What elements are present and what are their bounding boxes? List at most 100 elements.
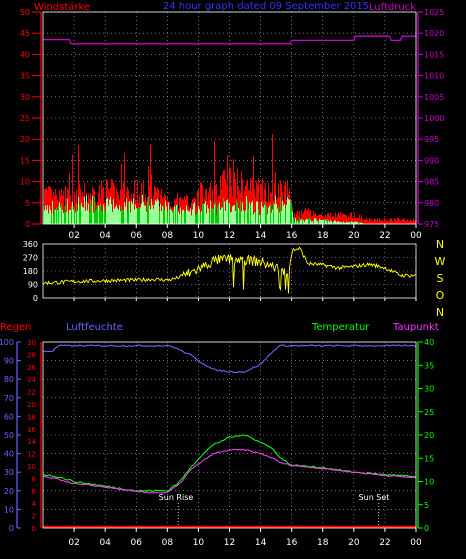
wind-direction-line <box>43 246 416 294</box>
wind-axis-title: Windstärke <box>34 2 90 13</box>
humidity-tick-label: 40 <box>4 450 14 459</box>
hour-tick-label: 00 <box>410 231 422 241</box>
humidity-tick-label: 50 <box>4 431 14 440</box>
temperature-tick-label: 5 <box>424 501 429 510</box>
hour-tick-label: 10 <box>193 231 205 241</box>
pressure-tick-label: 1005 <box>424 93 444 102</box>
wind-tick-label: 20 <box>20 135 30 144</box>
hour-tick-label: 22 <box>379 231 390 241</box>
humidity-tick-label: 60 <box>4 412 14 421</box>
hour-tick-label: 16 <box>286 231 298 241</box>
direction-letter-o: O <box>436 289 445 302</box>
wind-tick-label: 40 <box>20 50 30 59</box>
weather-hour-tick-label: 08 <box>162 538 174 548</box>
hour-tick-label: 06 <box>131 231 143 241</box>
humidity-tick-label: 100 <box>0 338 14 347</box>
wind-tick-label: 25 <box>20 114 30 123</box>
rain-tick-label: 0 <box>32 525 36 533</box>
wind-tick-label: 0 <box>25 220 30 229</box>
humidity-tick-label: 20 <box>4 487 14 496</box>
rain-tick-label: 4 <box>32 500 37 508</box>
hour-tick-label: 18 <box>317 231 329 241</box>
weather-hour-tick-label: 00 <box>410 538 422 548</box>
direction-tick-label: 180 <box>23 267 38 276</box>
rain-tick-label: 12 <box>27 451 36 459</box>
weather-hour-tick-label: 04 <box>99 538 111 548</box>
pressure-tick-label: 1020 <box>424 29 444 38</box>
weather-hour-tick-label: 02 <box>68 538 79 548</box>
direction-tick-label: 90 <box>28 281 38 290</box>
rain-tick-label: 16 <box>27 426 36 434</box>
wind-tick-label: 5 <box>25 199 30 208</box>
rain-tick-label: 8 <box>32 475 36 483</box>
weather-hour-tick-label: 14 <box>255 538 267 548</box>
rain-tick-label: 14 <box>27 438 36 446</box>
direction-tick-label: 270 <box>23 254 38 263</box>
rain-tick-label: 18 <box>27 413 36 421</box>
hour-tick-label: 02 <box>68 231 79 241</box>
pressure-line <box>43 35 416 45</box>
weather-hour-tick-label: 22 <box>379 538 390 548</box>
temperature-tick-label: 25 <box>424 408 434 417</box>
weather-hour-tick-label: 12 <box>224 538 235 548</box>
humidity-tick-label: 70 <box>4 394 14 403</box>
temperature-tick-label: 20 <box>424 431 434 440</box>
direction-tick-label: 360 <box>23 240 38 249</box>
weather-hour-tick-label: 10 <box>193 538 205 548</box>
humidity-tick-label: 80 <box>4 375 14 384</box>
weather-hour-tick-label: 18 <box>317 538 329 548</box>
rain-tick-label: 28 <box>27 351 36 359</box>
wind-tick-label: 30 <box>20 93 30 102</box>
hour-tick-label: 12 <box>224 231 235 241</box>
humidity-tick-label: 10 <box>4 505 14 514</box>
wind-tick-label: 50 <box>20 8 30 17</box>
rain-tick-label: 6 <box>32 488 37 496</box>
pressure-tick-label: 1000 <box>424 114 444 123</box>
hour-tick-label: 04 <box>99 231 111 241</box>
hour-tick-label: 20 <box>348 231 360 241</box>
rain-tick-label: 2 <box>32 513 36 521</box>
humidity-tick-label: 0 <box>9 524 14 533</box>
humidity-line <box>42 344 417 373</box>
pressure-tick-label: 995 <box>424 135 439 144</box>
temperature-tick-label: 30 <box>424 385 434 394</box>
rain-tick-label: 30 <box>27 339 36 347</box>
rain-axis-title: Regen <box>0 322 32 333</box>
direction-letter-n-bottom: N <box>436 306 444 319</box>
temperature-axis-title: Temperatur <box>311 322 370 333</box>
rain-tick-label: 26 <box>27 364 36 372</box>
weather-hour-tick-label: 20 <box>348 538 360 548</box>
direction-letter-n-top: N <box>436 238 444 251</box>
temperature-tick-label: 15 <box>424 454 434 463</box>
direction-tick-label: 0 <box>33 294 38 303</box>
pressure-tick-label: 1010 <box>424 72 444 81</box>
rain-tick-label: 24 <box>27 376 36 384</box>
wind-tick-label: 45 <box>20 29 30 38</box>
dewpoint-line <box>42 448 417 494</box>
weather-hour-tick-label: 16 <box>286 538 298 548</box>
sun-set-label: Sun Set <box>359 493 390 502</box>
pressure-tick-label: 975 <box>424 220 439 229</box>
direction-letter-s: S <box>437 272 444 285</box>
pressure-axis-title: Luftdruck <box>369 2 416 13</box>
pressure-tick-label: 980 <box>424 199 439 208</box>
temperature-tick-label: 10 <box>424 478 434 487</box>
temperature-tick-label: 40 <box>424 338 434 347</box>
rain-tick-label: 10 <box>27 463 36 471</box>
direction-letter-w: W <box>435 255 446 268</box>
temperature-tick-label: 0 <box>424 524 429 533</box>
wind-tick-label: 15 <box>20 156 30 165</box>
dewpoint-axis-title: Taupunkt <box>392 322 439 333</box>
temperature-tick-label: 35 <box>424 361 434 370</box>
rain-tick-label: 22 <box>27 389 36 397</box>
hour-tick-label: 14 <box>255 231 267 241</box>
humidity-axis-title: Luftfeuchte <box>66 322 123 333</box>
pressure-tick-label: 990 <box>424 156 439 165</box>
rain-tick-label: 20 <box>27 401 36 409</box>
humidity-tick-label: 30 <box>4 468 14 477</box>
pressure-tick-label: 1025 <box>424 8 444 17</box>
humidity-tick-label: 90 <box>4 357 14 366</box>
wind-tick-label: 10 <box>20 178 30 187</box>
